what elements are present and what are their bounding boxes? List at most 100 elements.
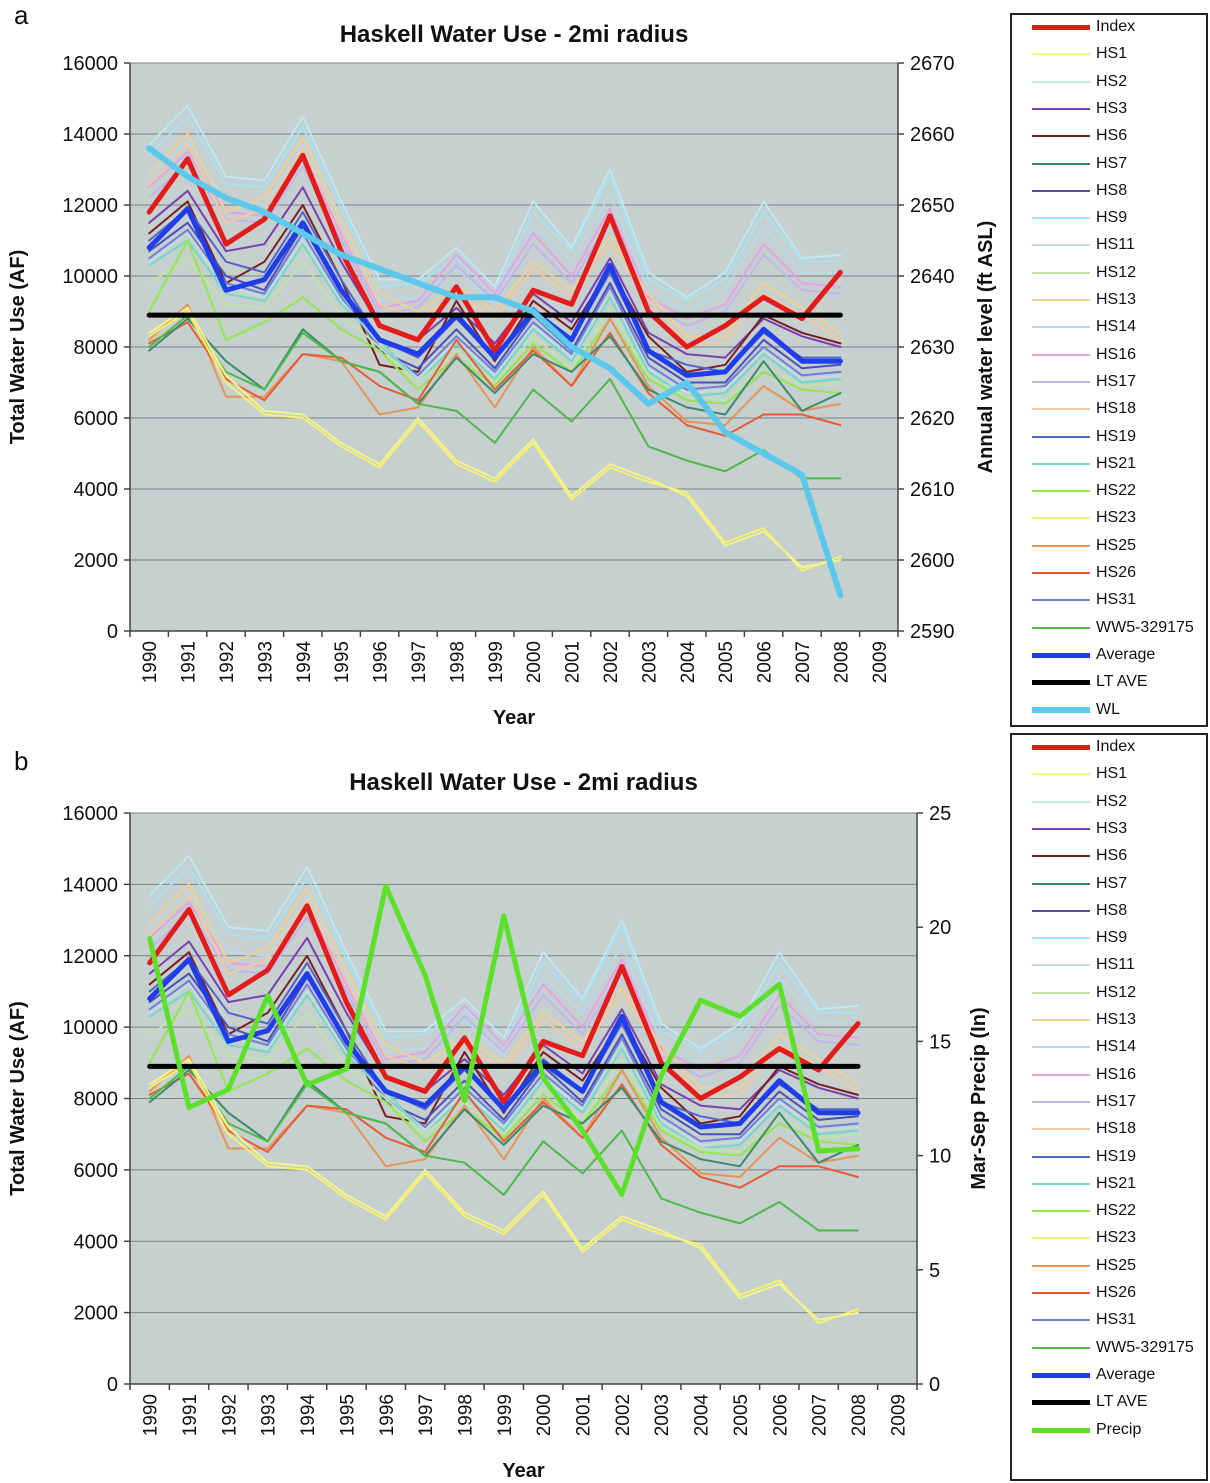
legend-item: HS26 bbox=[1012, 1282, 1206, 1309]
legend-swatch bbox=[1032, 189, 1090, 192]
series-line-hs25 bbox=[148, 1054, 859, 1178]
series-line-average bbox=[147, 956, 861, 1130]
series-line-hs17 bbox=[148, 911, 859, 1079]
series-line-hs13 bbox=[148, 133, 842, 338]
legend-label: WW5-329175 bbox=[1096, 618, 1194, 636]
legend-item: HS13 bbox=[1012, 289, 1206, 316]
chart-title: Haskell Water Use - 2mi radius bbox=[340, 21, 689, 48]
legend-label: HS23 bbox=[1096, 1229, 1137, 1247]
series-line-hs8 bbox=[148, 972, 859, 1136]
series-line-hs26 bbox=[148, 1072, 859, 1189]
legend-item: HS14 bbox=[1012, 1036, 1206, 1063]
legend-item: HS31 bbox=[1012, 589, 1206, 616]
legend-item: Index bbox=[1012, 16, 1206, 43]
series-line-hs31 bbox=[148, 979, 859, 1143]
legend-swatch bbox=[1032, 937, 1090, 940]
legend-swatch bbox=[1032, 652, 1090, 658]
legend-swatch bbox=[1032, 299, 1090, 301]
series-line-average bbox=[146, 206, 843, 378]
legend-label: HS17 bbox=[1096, 1092, 1137, 1110]
series-line-hs8 bbox=[148, 221, 842, 384]
y2-axis-label: Mar-Sep Precip (In) bbox=[968, 1007, 990, 1189]
legend-swatch bbox=[1032, 964, 1090, 967]
series-line-hs21 bbox=[148, 990, 859, 1150]
x-tick-label: 1999 bbox=[486, 641, 507, 683]
series-line-hs2 bbox=[148, 854, 859, 1050]
legend-label: WW5-329175 bbox=[1096, 1338, 1194, 1356]
y2-tick-label: 0 bbox=[929, 1374, 940, 1396]
legend-item: HS25 bbox=[1012, 535, 1206, 562]
x-tick-label: 2002 bbox=[613, 1394, 634, 1436]
legend-label: HS21 bbox=[1096, 454, 1137, 472]
legend-swatch bbox=[1032, 353, 1090, 356]
legend-item: HS3 bbox=[1012, 98, 1206, 125]
legend-label: HS1 bbox=[1096, 765, 1128, 783]
y-axis-label: Total Water Use (AF) bbox=[7, 1001, 29, 1195]
x-tick-label: 2007 bbox=[810, 1394, 831, 1436]
legend-swatch bbox=[1032, 599, 1090, 602]
legend-label: HS11 bbox=[1096, 956, 1135, 974]
legend-swatch bbox=[1032, 572, 1090, 574]
legend-item: HS22 bbox=[1012, 480, 1206, 507]
legend-swatch bbox=[1032, 1182, 1090, 1185]
legend-label: Index bbox=[1096, 18, 1136, 35]
series-line-hs22 bbox=[148, 239, 842, 405]
series-line-hs12 bbox=[148, 1008, 859, 1153]
legend-swatch bbox=[1032, 162, 1090, 165]
legend-item: Average bbox=[1012, 1364, 1206, 1391]
series-line-hs23 bbox=[148, 1061, 859, 1325]
legend-item: HS6 bbox=[1012, 125, 1206, 152]
series-line-hs13 bbox=[148, 883, 859, 1089]
legend-label: HS16 bbox=[1096, 345, 1137, 363]
panel-a-letter: a bbox=[14, 0, 29, 30]
legend-label: HS12 bbox=[1096, 983, 1137, 1001]
legend-label: HS13 bbox=[1096, 291, 1137, 308]
legend-item: HS1 bbox=[1012, 763, 1206, 790]
legend-label: HS26 bbox=[1096, 1284, 1137, 1301]
legend-item: HS31 bbox=[1012, 1309, 1206, 1336]
x-tick-label: 1996 bbox=[377, 1394, 398, 1436]
chart-panel-b: 0 2000 4000 6000 8000 10000 12000 14000 16000 0 5 1… bbox=[7, 769, 990, 1482]
legend-swatch bbox=[1032, 745, 1090, 750]
legend-item: HS7 bbox=[1012, 153, 1206, 180]
x-tick-label: 2006 bbox=[755, 641, 776, 683]
y2-tick-label: 2660 bbox=[910, 124, 955, 146]
x-tick-label: 2001 bbox=[563, 641, 584, 683]
series-line-hs3 bbox=[148, 186, 842, 359]
series-line-hs1 bbox=[148, 1058, 859, 1321]
x-tick-label: 1997 bbox=[416, 1394, 437, 1436]
legend-item: HS23 bbox=[1012, 507, 1206, 534]
legend-swatch bbox=[1032, 909, 1090, 912]
series-line-ww5-329175 bbox=[148, 1065, 859, 1232]
x-tick-label: 2004 bbox=[692, 1394, 713, 1437]
legend-item: HS18 bbox=[1012, 398, 1206, 425]
legend-label: HS7 bbox=[1096, 154, 1128, 172]
x-tick-label: 1991 bbox=[179, 641, 200, 683]
legend-swatch bbox=[1032, 1100, 1090, 1103]
legend-swatch bbox=[1032, 827, 1090, 830]
legend-swatch bbox=[1032, 217, 1090, 220]
legend-swatch bbox=[1032, 706, 1090, 713]
legend-label: HS6 bbox=[1096, 847, 1128, 865]
legend-swatch bbox=[1032, 271, 1090, 274]
legend-swatch bbox=[1032, 435, 1090, 438]
y-tick-label: 8000 bbox=[74, 337, 119, 359]
series-line-hs11 bbox=[148, 232, 842, 395]
legend-label: Average bbox=[1096, 645, 1156, 663]
legend-label: HS16 bbox=[1096, 1065, 1137, 1083]
legend-swatch bbox=[1032, 1237, 1090, 1240]
x-tick-label: 1996 bbox=[371, 641, 392, 683]
series-line-precip bbox=[147, 883, 861, 1197]
y2-tick-label: 10 bbox=[929, 1146, 951, 1168]
legend-swatch bbox=[1032, 244, 1090, 247]
y2-tick-label: 15 bbox=[929, 1031, 951, 1053]
y-tick-label: 6000 bbox=[74, 1160, 119, 1182]
legend-item: HS9 bbox=[1012, 207, 1206, 234]
series-line-hs11 bbox=[148, 983, 859, 1146]
y-tick-label: 6000 bbox=[74, 408, 119, 430]
y2-tick-label: 25 bbox=[929, 803, 951, 825]
legend-swatch bbox=[1032, 800, 1090, 803]
legend-item: HS11 bbox=[1012, 234, 1206, 261]
x-tick-label: 1991 bbox=[180, 1394, 201, 1436]
